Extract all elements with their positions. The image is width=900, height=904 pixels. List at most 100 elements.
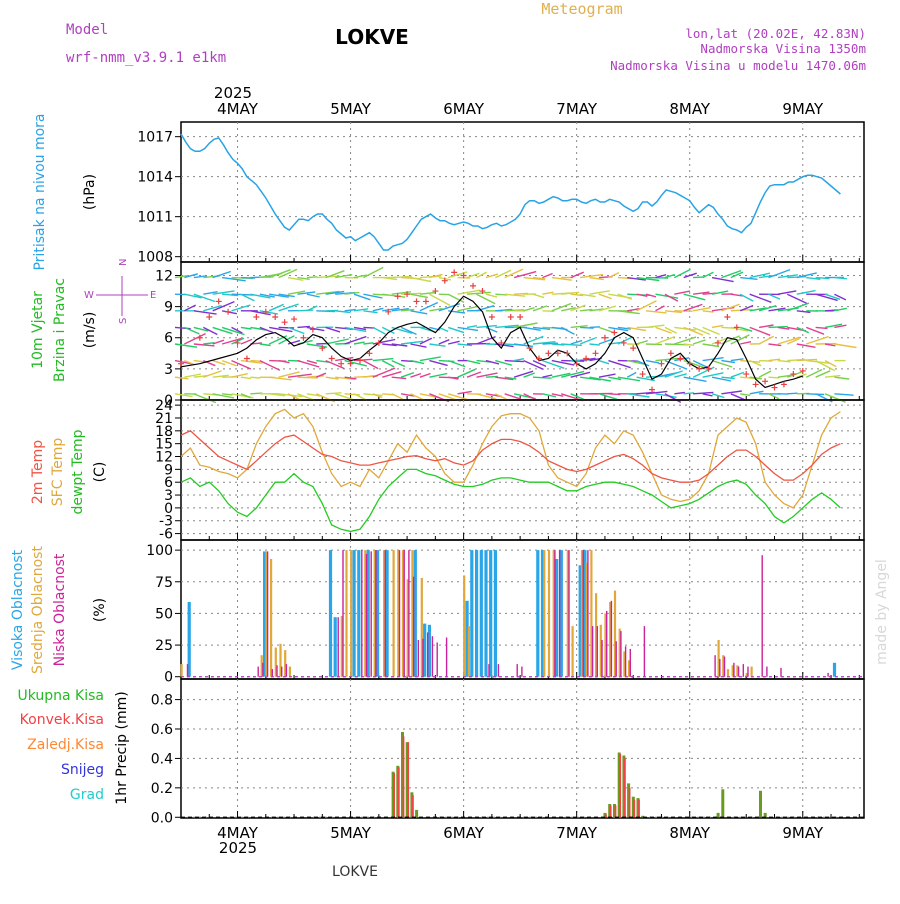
wind-vector: [834, 278, 847, 279]
legend-snow: Snijeg: [61, 762, 104, 778]
cloud-bar: [780, 668, 781, 677]
wind-vector: [542, 292, 553, 294]
cloud-bar: [258, 667, 259, 677]
wind-vector: [241, 377, 251, 378]
precip-bar: [412, 795, 414, 817]
wind-vector: [363, 361, 378, 369]
wind-gust-marker: [668, 350, 674, 356]
wind-gust-marker: [545, 350, 551, 356]
y-tick-label: 24: [155, 398, 173, 414]
wind-vector: [448, 272, 467, 278]
wind-vector: [429, 344, 445, 346]
cloud-bar: [494, 550, 497, 677]
wind-vector: [769, 377, 780, 378]
wind-vector: [486, 327, 497, 332]
precip-bar: [403, 736, 405, 817]
wind-vector: [646, 325, 664, 327]
wind-gust-marker: [414, 298, 420, 304]
legend-freezing-rain: Zaledj.Kisa: [27, 737, 104, 753]
top-date-label: 8MAY: [669, 100, 711, 118]
wind-vector: [787, 393, 797, 394]
top-date-label: 7MAY: [556, 100, 598, 118]
wind-vector: [674, 291, 690, 294]
cloud-bar: [719, 659, 720, 677]
cloud-bar: [484, 550, 487, 677]
cloud-bar: [762, 555, 763, 677]
wind-vector: [834, 377, 849, 379]
wind-gust-marker: [300, 335, 306, 341]
precip-bar: [619, 754, 621, 817]
cloud-bar: [342, 550, 343, 677]
cloud-bar: [587, 550, 588, 677]
wind-gust-marker: [291, 316, 297, 322]
wind-vector: [524, 361, 544, 370]
wind-vector: [834, 344, 856, 348]
top-date-label: 9MAY: [782, 100, 824, 118]
wind-vector: [354, 342, 365, 344]
wind-vector: [533, 377, 552, 378]
cloud-bar: [498, 664, 499, 677]
precip-legend: Ukupna Kisa Konvek.Kisa Zaledj.Kisa Snij…: [17, 688, 104, 803]
wind-gust-marker: [423, 298, 429, 304]
cloud-bar: [286, 664, 287, 677]
wind-vector: [656, 327, 672, 333]
wind-vector: [363, 311, 377, 313]
cloud-bar: [393, 550, 395, 677]
wind-vector: [590, 344, 600, 345]
wind-vector: [448, 361, 465, 367]
wind-gust-marker: [206, 314, 212, 320]
wind-vector: [665, 275, 675, 278]
wind-vector: [703, 344, 719, 347]
legend-hail: Grad: [70, 787, 104, 803]
wind-vector: [184, 334, 205, 344]
bottom-date-label: 7MAY: [556, 824, 598, 842]
cloud-bar: [276, 665, 277, 676]
cloud-unit: (%): [92, 598, 108, 622]
wind-gust-marker: [253, 314, 259, 320]
wind-vector: [731, 372, 744, 377]
wind-vectors: [175, 267, 857, 402]
cloud-bar: [399, 550, 400, 677]
wind-vector: [542, 375, 552, 377]
wind-vector: [608, 361, 630, 368]
cloud-ylabel-3: Niska Oblacnost: [52, 553, 68, 666]
y-tick-label: 0: [164, 670, 173, 686]
wind-unit: (m/s): [82, 312, 98, 349]
wind-vector: [590, 327, 600, 328]
wind-vector: [411, 294, 428, 297]
compass-w: W: [84, 290, 94, 301]
cloud-bar: [833, 663, 836, 677]
wind-vector: [307, 361, 317, 364]
cloud-bar: [353, 550, 356, 677]
cloud-bar: [408, 550, 409, 677]
wind-vector: [213, 272, 231, 278]
cloud-bar: [181, 664, 183, 677]
wind-gust-marker: [658, 361, 664, 367]
wind-vector: [411, 344, 427, 347]
cloud-bar: [592, 626, 593, 677]
cloud-bar: [350, 550, 352, 677]
wind-vector: [514, 359, 524, 361]
wind-gust-marker: [640, 371, 646, 377]
cloud-bar: [572, 626, 574, 677]
y-tick-label: 100: [146, 543, 173, 559]
wind-gust-marker: [602, 335, 608, 341]
wind-vector: [222, 394, 232, 395]
wind-gust-marker: [517, 314, 523, 320]
wind-vector: [429, 294, 450, 305]
elevation-text: Nadmorska Visina 1350m: [700, 41, 866, 56]
wind-gust-marker: [329, 355, 335, 361]
2m-temp-line: [181, 431, 840, 482]
model-label: Model: [66, 22, 108, 38]
cloud-bar: [583, 550, 584, 677]
wind-gust-marker: [366, 350, 372, 356]
wind-vector: [439, 340, 450, 344]
top-date-label: 6MAY: [443, 100, 485, 118]
wind-vector: [703, 327, 720, 334]
cloud-bar: [338, 617, 339, 677]
wind-vector: [363, 267, 383, 277]
